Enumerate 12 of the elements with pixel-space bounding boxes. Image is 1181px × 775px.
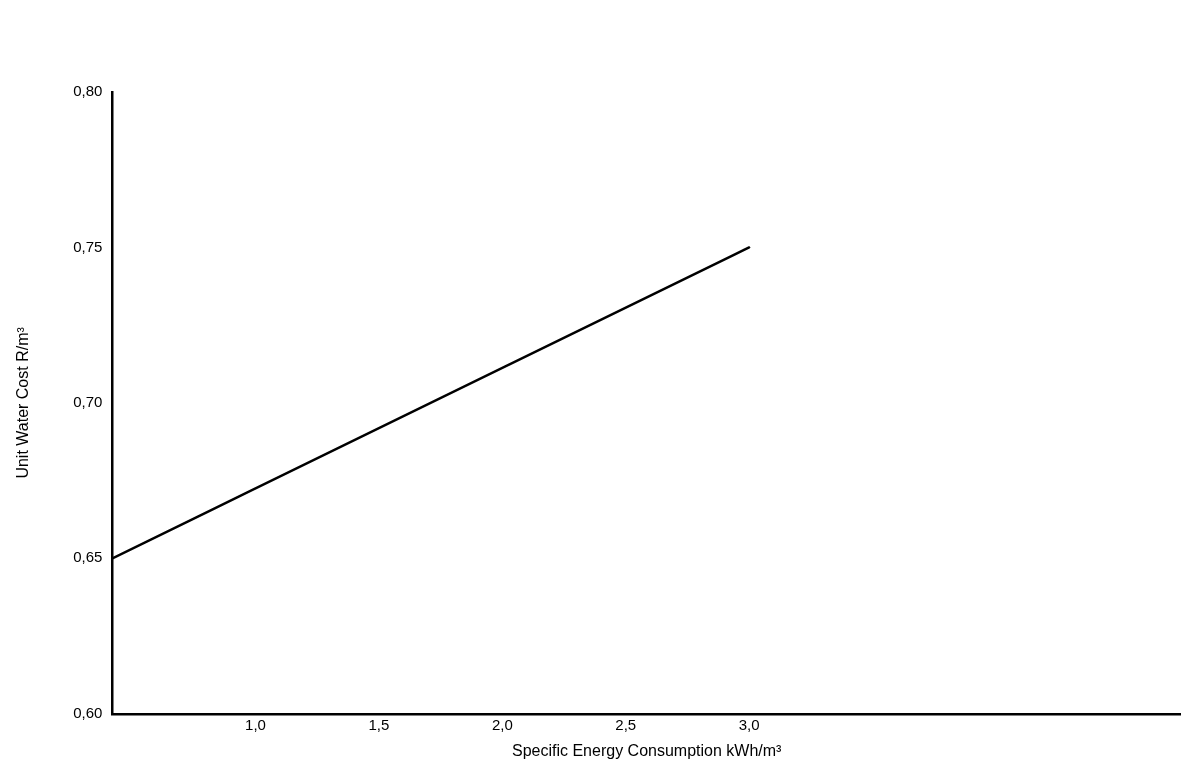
x-tick-label: 1,0 xyxy=(245,715,266,733)
y-tick-label: 0,60 xyxy=(73,703,103,721)
x-tick-label: 1,5 xyxy=(368,715,390,733)
y-tick-label: 0,70 xyxy=(73,393,103,411)
y-tick-label: 0,80 xyxy=(73,82,103,100)
x-tick-label: 2,0 xyxy=(491,715,513,733)
y-tick-label: 0,65 xyxy=(73,548,103,566)
x-tick-label: 2,5 xyxy=(615,715,637,733)
x-tick-label: 3,0 xyxy=(738,715,760,733)
y-tick-label: 0,75 xyxy=(73,237,103,255)
x-axis-title: Specific Energy Consumption kWh/m³ xyxy=(511,741,783,759)
y-axis-title: Unit Water Cost R/m³ xyxy=(14,326,32,479)
